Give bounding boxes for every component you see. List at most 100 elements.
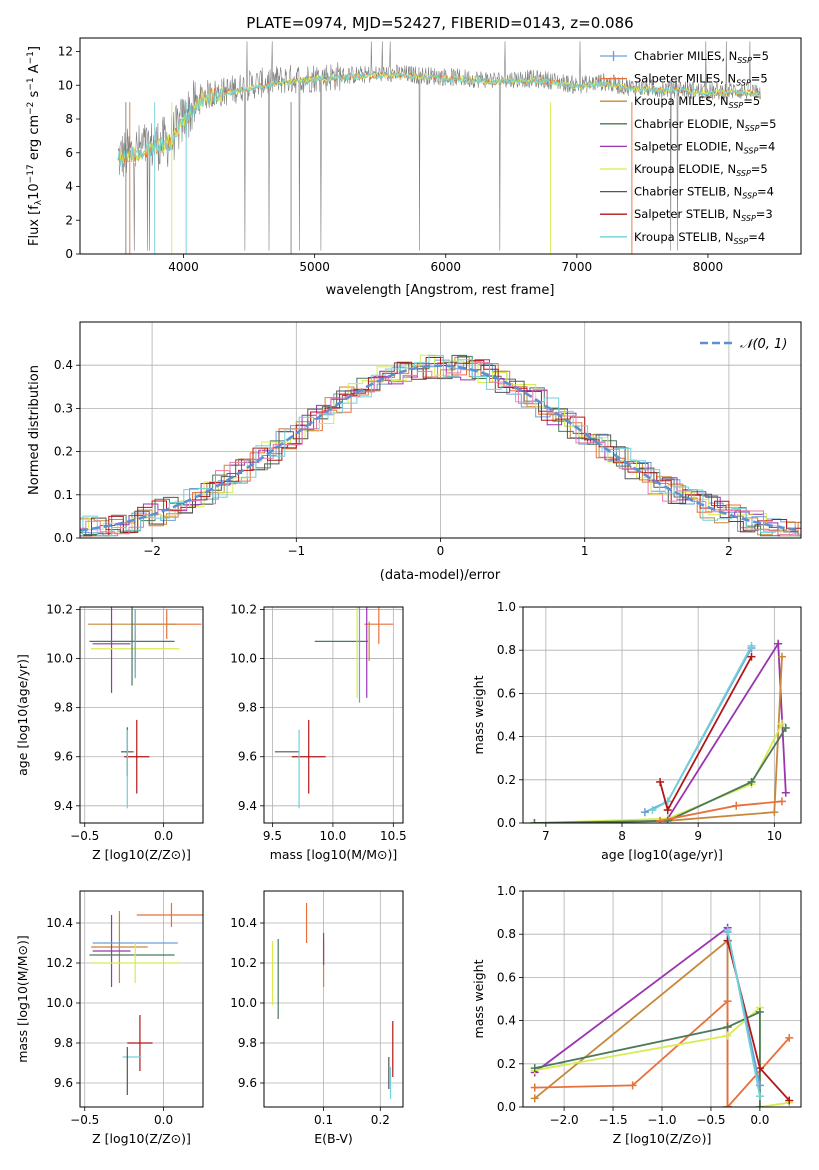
- x-tick-label: 7: [542, 829, 550, 843]
- residuals-panel: −2 −1 0 1 2 0.0 0.1 0.2 0.3 0.4 𝒩(0, 1) (data-mod…: [27, 321, 802, 583]
- x-tick-label: 9: [694, 829, 702, 843]
- panel-ylabel: mass weight: [471, 675, 486, 754]
- x-tick-label: −1.0: [647, 1113, 676, 1127]
- y-tick-label: 12: [58, 45, 73, 59]
- legend-normal-label: 𝒩(0, 1): [740, 337, 787, 352]
- spectrum-frame: [79, 37, 802, 255]
- legend-subscript: SSP: [741, 214, 756, 223]
- legend-subscript: SSP: [736, 169, 751, 178]
- x-tick-label: 10: [767, 829, 782, 843]
- legend-label: Salpeter MILES, NSSP=5: [634, 72, 768, 88]
- residuals-xlabel: (data-model)/error: [380, 568, 501, 583]
- axes-frame: [79, 606, 204, 824]
- y-tick-label: 9.8: [54, 1036, 73, 1050]
- y-tick-label: 8: [65, 112, 73, 126]
- legend-label: Chabrier ELODIE, NSSP=5: [634, 117, 776, 133]
- y-tick-label: 0.2: [54, 445, 73, 459]
- legend-label: Chabrier MILES, NSSP=5: [634, 49, 769, 65]
- legend-nssp: =5: [752, 49, 769, 63]
- y-tick-label: 0.2: [497, 773, 516, 787]
- spectrum-data-line: [117, 41, 761, 251]
- age-vs-mass-panel: 9.5 10.0 10.5 9.4 9.6 9.8 10.0 10.2 mass [log10(…: [230, 602, 407, 862]
- panel-xlabel: age [log10(age/yr)]: [601, 847, 723, 862]
- panel-xlabel: Z [log10(Z/Z⊙)]: [92, 1131, 191, 1146]
- y-tick-label: 0.4: [54, 358, 73, 372]
- y-tick-label: 10.0: [46, 652, 73, 666]
- panel-xlabel: mass [log10(M/M⊙)]: [270, 847, 398, 862]
- panel-xlabel: Z [log10(Z/Z⊙)]: [92, 847, 191, 862]
- x-tick-label: 0.2: [371, 1113, 390, 1127]
- x-tick-label: −0.5: [70, 829, 99, 843]
- y-tick-label: 10.4: [230, 916, 257, 930]
- spectrum-model-line: [117, 72, 760, 167]
- residual-histogram: [80, 354, 801, 537]
- y-tick-label: 10.0: [230, 652, 257, 666]
- y-tick-label: 10.0: [230, 996, 257, 1010]
- axes-frame: [522, 606, 802, 824]
- weight-line: [726, 929, 761, 1097]
- y-tick-label: 0.0: [497, 816, 516, 830]
- x-tick-label: 10.5: [380, 829, 407, 843]
- y-tick-label: 0.1: [54, 488, 73, 502]
- mass-vs-Z-panel: −0.5 0.0 9.6 9.8 10.0 10.2 10.4 Z [log10(Z/Z⊙)]…: [15, 890, 204, 1146]
- y-tick-label: 9.6: [238, 1076, 257, 1090]
- x-tick-label: 2: [725, 544, 733, 558]
- residual-histogram: [80, 354, 801, 537]
- massweight-vs-age-panel: 7 8 9 10 0.0 0.2 0.4 0.6 0.8 1.0 age [log10(age/yr…: [471, 600, 802, 862]
- legend-subscript: SSP: [734, 237, 749, 246]
- y-tick-label: 10.0: [46, 996, 73, 1010]
- panel-ylabel: age [log10(age/yr)]: [15, 654, 30, 776]
- legend-nssp: =3: [756, 207, 773, 221]
- legend-nssp: =4: [748, 230, 765, 244]
- mass-vs-EBV-panel: 0.1 0.2 9.6 9.8 10.0 10.2 10.4 E(B-V): [230, 890, 404, 1146]
- x-tick-label: 0.0: [750, 1113, 769, 1127]
- y-tick-label: 0.4: [497, 730, 516, 744]
- panel-ylabel: mass [log10(M/M⊙)]: [15, 935, 30, 1063]
- y-tick-label: 10: [58, 78, 73, 92]
- y-tick-label: 0.0: [54, 531, 73, 545]
- y-tick-label: 9.4: [54, 799, 73, 813]
- spectrum-ylabel: Flux [fλ10−17 erg cm−2 s−1 A−1]: [26, 46, 44, 246]
- y-tick-label: 10.2: [46, 602, 73, 616]
- axes-frame: [263, 606, 404, 824]
- y-tick-label: 0.0: [497, 1100, 516, 1114]
- legend-subscript: SSP: [736, 79, 751, 88]
- y-tick-label: 10.2: [230, 602, 257, 616]
- spectrum-axes: 4000 5000 6000 7000 8000 0 2 4 6 8 10 12: [58, 45, 723, 275]
- x-tick-label: 0.1: [314, 1113, 333, 1127]
- x-tick-label: 4000: [168, 260, 199, 274]
- spectrum-panel: 4000 5000 6000 7000 8000 0 2 4 6 8 10 12 Chabrier M…: [26, 37, 802, 298]
- y-tick-label: 6: [65, 146, 73, 160]
- x-tick-label: 9.5: [263, 829, 282, 843]
- y-tick-label: 0.6: [497, 970, 516, 984]
- y-tick-label: 9.6: [238, 750, 257, 764]
- y-tick-label: 1.0: [497, 884, 516, 898]
- y-tick-label: 0.8: [497, 643, 516, 657]
- x-tick-label: 0.0: [154, 1113, 173, 1127]
- axes-frame: [522, 890, 802, 1108]
- x-tick-label: 8000: [693, 260, 724, 274]
- x-tick-label: 8: [618, 829, 626, 843]
- y-tick-label: 4: [65, 180, 73, 194]
- legend-subscript: SSP: [744, 146, 759, 155]
- y-tick-label: 9.8: [54, 701, 73, 715]
- axes-frame: [79, 890, 204, 1108]
- legend-nssp: =5: [743, 94, 760, 108]
- x-tick-label: 1: [581, 544, 589, 558]
- y-tick-label: 0.6: [497, 686, 516, 700]
- y-tick-label: 9.6: [54, 1076, 73, 1090]
- y-tick-label: 2: [65, 213, 73, 227]
- massweight-vs-Z-panel: −2.0 −1.5 −1.0 −0.5 0.0 0.0 0.2 0.4 0.6 0.8 1.0 Z […: [471, 884, 802, 1146]
- weight-line: [534, 1010, 761, 1107]
- legend-label: Salpeter STELIB, NSSP=3: [634, 207, 773, 223]
- legend-subscript: SSP: [742, 192, 757, 201]
- y-tick-label: 0: [65, 247, 73, 261]
- x-tick-label: 0: [437, 544, 445, 558]
- legend-nssp: =5: [751, 72, 768, 86]
- y-tick-label: 10.2: [230, 956, 257, 970]
- y-tick-label: 0.2: [497, 1057, 516, 1071]
- y-tick-label: 10.2: [46, 956, 73, 970]
- x-tick-label: −2.0: [550, 1113, 579, 1127]
